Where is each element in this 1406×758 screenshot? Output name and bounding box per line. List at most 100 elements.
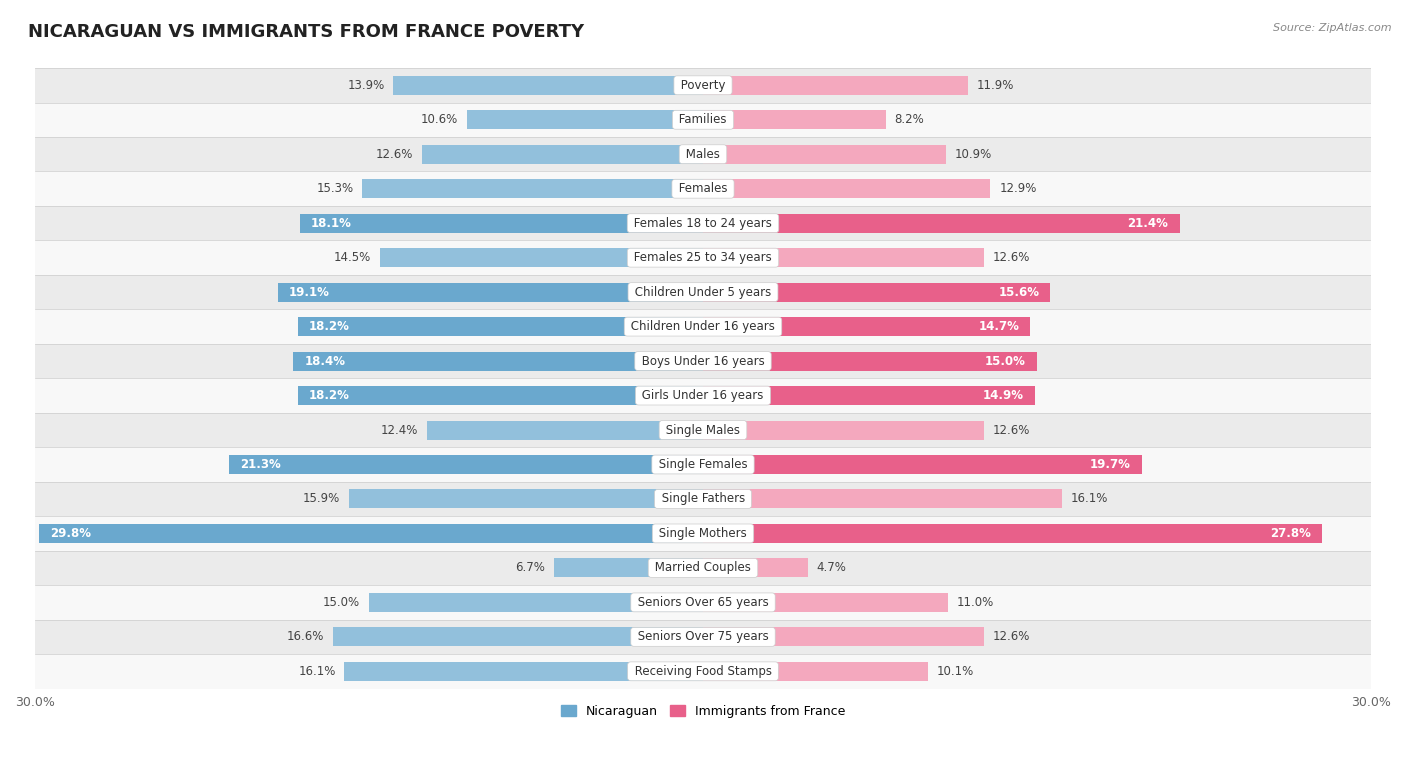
Bar	[703, 317, 1031, 336]
Text: 12.6%: 12.6%	[377, 148, 413, 161]
Text: Families: Families	[675, 113, 731, 127]
Text: 16.1%: 16.1%	[298, 665, 336, 678]
Text: Seniors Over 75 years: Seniors Over 75 years	[634, 631, 772, 644]
Text: Males: Males	[682, 148, 724, 161]
Text: Source: ZipAtlas.com: Source: ZipAtlas.com	[1274, 23, 1392, 33]
Bar	[703, 455, 1142, 474]
Bar	[298, 386, 703, 405]
Text: Single Fathers: Single Fathers	[658, 493, 748, 506]
Bar	[703, 76, 967, 95]
Text: 16.6%: 16.6%	[287, 631, 325, 644]
Text: 10.6%: 10.6%	[420, 113, 458, 127]
Text: Single Mothers: Single Mothers	[655, 527, 751, 540]
Text: 6.7%: 6.7%	[515, 562, 546, 575]
Bar	[39, 524, 703, 543]
Text: 15.9%: 15.9%	[302, 493, 340, 506]
Bar	[333, 628, 703, 647]
Bar	[703, 628, 984, 647]
Text: NICARAGUAN VS IMMIGRANTS FROM FRANCE POVERTY: NICARAGUAN VS IMMIGRANTS FROM FRANCE POV…	[28, 23, 585, 41]
Text: 10.9%: 10.9%	[955, 148, 991, 161]
Bar	[35, 309, 1371, 344]
Bar	[703, 283, 1050, 302]
Bar	[35, 550, 1371, 585]
Text: 10.1%: 10.1%	[936, 665, 974, 678]
Bar	[368, 593, 703, 612]
Text: Children Under 16 years: Children Under 16 years	[627, 320, 779, 333]
Text: Girls Under 16 years: Girls Under 16 years	[638, 389, 768, 402]
Bar	[35, 171, 1371, 206]
Bar	[349, 490, 703, 509]
Bar	[703, 490, 1062, 509]
Text: Females 18 to 24 years: Females 18 to 24 years	[630, 217, 776, 230]
Bar	[35, 378, 1371, 413]
Text: 13.9%: 13.9%	[347, 79, 385, 92]
Bar	[35, 516, 1371, 550]
Text: 18.2%: 18.2%	[309, 320, 350, 333]
Bar	[554, 559, 703, 578]
Text: 15.0%: 15.0%	[323, 596, 360, 609]
Bar	[35, 585, 1371, 619]
Text: 14.9%: 14.9%	[983, 389, 1024, 402]
Text: 16.1%: 16.1%	[1070, 493, 1108, 506]
Text: Poverty: Poverty	[676, 79, 730, 92]
Bar	[703, 145, 946, 164]
Text: 18.1%: 18.1%	[311, 217, 352, 230]
Bar	[35, 654, 1371, 688]
Text: 19.1%: 19.1%	[288, 286, 329, 299]
Text: 21.3%: 21.3%	[240, 458, 281, 471]
Text: Receiving Food Stamps: Receiving Food Stamps	[631, 665, 775, 678]
Text: 21.4%: 21.4%	[1128, 217, 1168, 230]
Bar	[35, 275, 1371, 309]
Bar	[277, 283, 703, 302]
Bar	[344, 662, 703, 681]
Bar	[703, 524, 1322, 543]
Text: Females 25 to 34 years: Females 25 to 34 years	[630, 251, 776, 264]
Bar	[703, 386, 1035, 405]
Bar	[298, 317, 703, 336]
Text: 27.8%: 27.8%	[1270, 527, 1310, 540]
Text: 18.4%: 18.4%	[304, 355, 346, 368]
Bar	[703, 593, 948, 612]
Text: 4.7%: 4.7%	[817, 562, 846, 575]
Bar	[703, 559, 807, 578]
Text: 14.5%: 14.5%	[335, 251, 371, 264]
Text: 15.3%: 15.3%	[316, 182, 353, 196]
Text: Children Under 5 years: Children Under 5 years	[631, 286, 775, 299]
Text: 29.8%: 29.8%	[51, 527, 91, 540]
Text: 15.6%: 15.6%	[998, 286, 1039, 299]
Legend: Nicaraguan, Immigrants from France: Nicaraguan, Immigrants from France	[555, 700, 851, 722]
Bar	[35, 344, 1371, 378]
Text: Single Females: Single Females	[655, 458, 751, 471]
Bar	[422, 145, 703, 164]
Text: 14.7%: 14.7%	[979, 320, 1019, 333]
Text: 19.7%: 19.7%	[1090, 458, 1130, 471]
Text: 12.4%: 12.4%	[381, 424, 418, 437]
Bar	[35, 482, 1371, 516]
Bar	[380, 248, 703, 267]
Bar	[35, 102, 1371, 137]
Bar	[703, 662, 928, 681]
Text: Married Couples: Married Couples	[651, 562, 755, 575]
Text: 18.2%: 18.2%	[309, 389, 350, 402]
Text: Single Males: Single Males	[662, 424, 744, 437]
Bar	[299, 214, 703, 233]
Bar	[229, 455, 703, 474]
Text: Boys Under 16 years: Boys Under 16 years	[638, 355, 768, 368]
Text: Seniors Over 65 years: Seniors Over 65 years	[634, 596, 772, 609]
Bar	[35, 68, 1371, 102]
Bar	[703, 179, 990, 198]
Text: 11.9%: 11.9%	[977, 79, 1014, 92]
Text: 12.6%: 12.6%	[993, 631, 1029, 644]
Text: 12.6%: 12.6%	[993, 251, 1029, 264]
Text: 12.6%: 12.6%	[993, 424, 1029, 437]
Bar	[35, 240, 1371, 275]
Bar	[703, 111, 886, 130]
Text: 8.2%: 8.2%	[894, 113, 924, 127]
Bar	[35, 206, 1371, 240]
Bar	[35, 447, 1371, 482]
Bar	[394, 76, 703, 95]
Bar	[467, 111, 703, 130]
Text: 11.0%: 11.0%	[957, 596, 994, 609]
Bar	[35, 413, 1371, 447]
Text: 15.0%: 15.0%	[986, 355, 1026, 368]
